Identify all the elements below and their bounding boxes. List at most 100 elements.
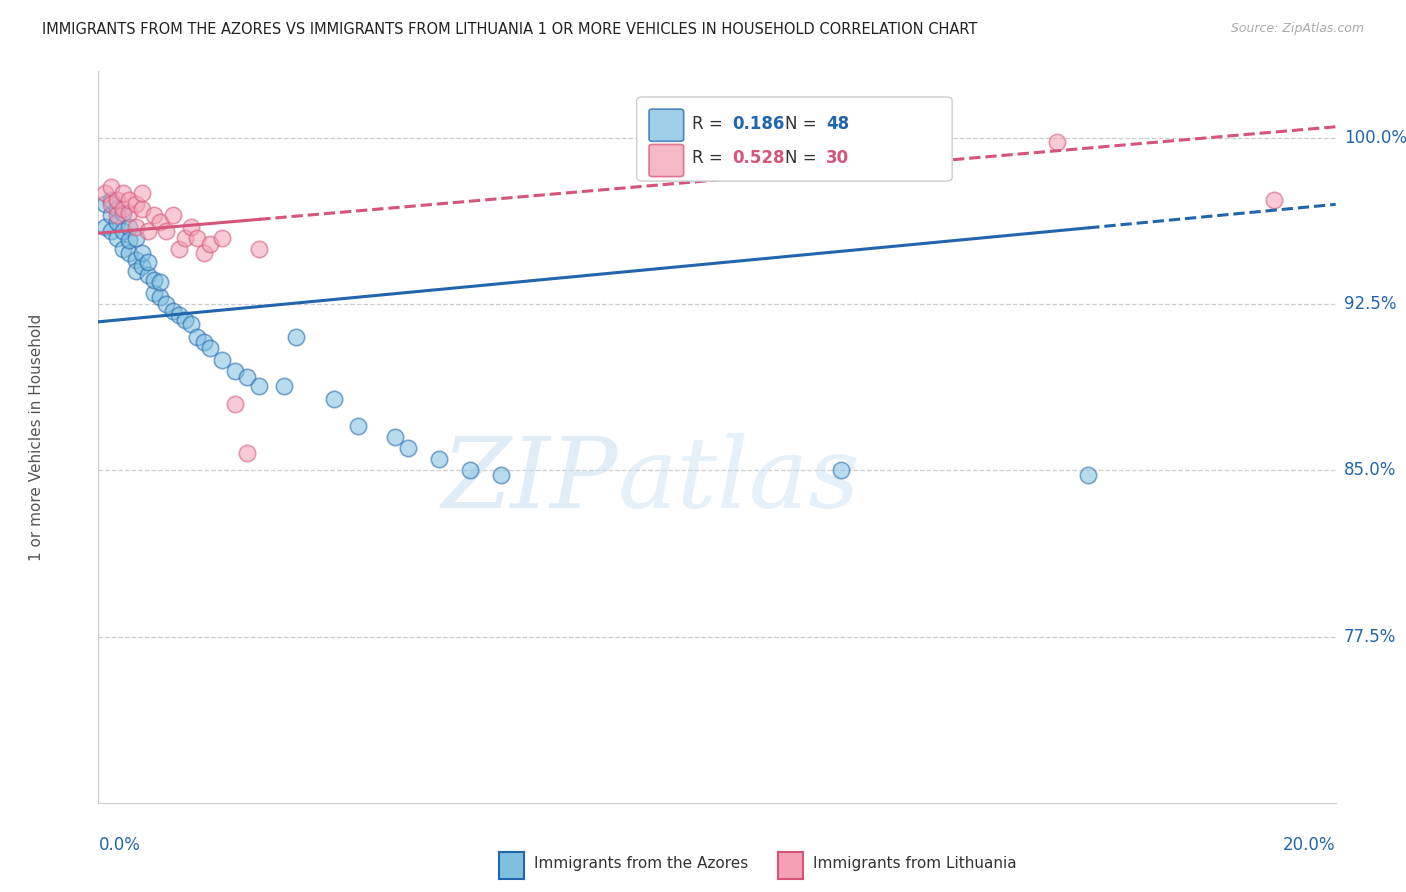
Point [224,363,246,377]
Point [1263,193,1285,207]
Text: N =: N = [785,149,823,167]
Point [149,290,172,304]
Point [1077,467,1099,482]
FancyBboxPatch shape [650,145,683,177]
Point [136,255,159,269]
Point [131,202,153,216]
Point [193,246,215,260]
Point [174,312,197,326]
Text: 0.528: 0.528 [733,149,785,167]
Point [1046,136,1069,150]
Point [149,275,172,289]
Point [105,209,128,223]
Point [118,233,141,247]
Text: 77.5%: 77.5% [1344,628,1396,646]
Point [124,219,146,234]
Text: atlas: atlas [619,434,860,529]
Point [174,230,197,244]
Point [143,209,166,223]
FancyBboxPatch shape [650,109,683,141]
Point [124,230,146,244]
Text: 1 or more Vehicles in Household: 1 or more Vehicles in Household [30,313,44,561]
Point [347,419,370,434]
Point [211,352,233,367]
Text: 0.0%: 0.0% [98,836,141,854]
Point [105,202,128,216]
Point [162,209,184,223]
Text: 30: 30 [825,149,849,167]
Point [198,237,221,252]
Point [186,230,208,244]
Point [162,303,184,318]
Point [124,264,146,278]
Point [118,193,141,207]
Point [124,197,146,211]
Point [100,209,122,223]
Point [384,430,406,444]
Point [149,215,172,229]
Point [193,334,215,349]
Text: ZIP: ZIP [441,434,619,529]
Text: 0.186: 0.186 [733,115,785,133]
Point [105,230,128,244]
Point [285,330,308,344]
Point [112,202,135,216]
Point [458,463,481,477]
Point [322,392,344,407]
Point [143,273,166,287]
Text: N =: N = [785,115,823,133]
Point [186,330,208,344]
FancyBboxPatch shape [637,97,952,181]
Point [247,379,270,393]
Point [224,397,246,411]
Text: R =: R = [692,115,728,133]
Point [236,370,259,384]
Point [112,206,135,220]
Text: 100.0%: 100.0% [1344,128,1406,147]
Point [136,268,159,283]
Text: 20.0%: 20.0% [1284,836,1336,854]
Point [167,308,190,322]
Point [273,379,295,393]
Text: R =: R = [692,149,728,167]
Point [155,224,177,238]
Point [830,463,852,477]
Point [131,186,153,201]
Point [427,452,450,467]
Text: IMMIGRANTS FROM THE AZORES VS IMMIGRANTS FROM LITHUANIA 1 OR MORE VEHICLES IN HO: IMMIGRANTS FROM THE AZORES VS IMMIGRANTS… [42,22,977,37]
Point [112,224,135,238]
Point [105,215,128,229]
Point [131,246,153,260]
Text: Immigrants from the Azores: Immigrants from the Azores [534,856,748,871]
Point [136,224,159,238]
Point [118,219,141,234]
Point [118,206,141,220]
Text: Immigrants from Lithuania: Immigrants from Lithuania [813,856,1017,871]
Point [93,197,115,211]
Point [236,445,259,459]
Point [155,297,177,311]
Point [143,285,166,300]
Point [93,186,115,201]
Point [93,219,115,234]
Point [124,252,146,267]
Point [100,193,122,207]
Point [112,186,135,201]
Point [131,260,153,274]
Point [100,179,122,194]
Point [180,219,202,234]
Point [247,242,270,256]
Point [489,467,512,482]
Text: 92.5%: 92.5% [1344,295,1396,313]
Point [100,224,122,238]
Point [180,317,202,331]
Text: 85.0%: 85.0% [1344,461,1396,479]
Point [112,242,135,256]
Text: 48: 48 [825,115,849,133]
Point [396,441,419,455]
Text: Source: ZipAtlas.com: Source: ZipAtlas.com [1230,22,1364,36]
Point [211,230,233,244]
Point [198,342,221,356]
Point [100,197,122,211]
Point [118,246,141,260]
